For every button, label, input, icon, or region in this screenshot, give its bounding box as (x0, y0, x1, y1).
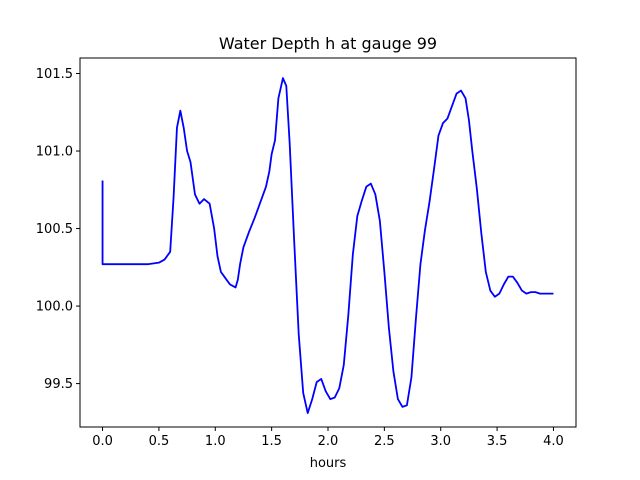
x-tick-label: 2.5 (374, 434, 395, 449)
x-tick-label: 0.0 (92, 434, 113, 449)
y-tick-label: 99.5 (44, 377, 73, 392)
x-tick-label: 3.0 (430, 434, 451, 449)
x-tick-label: 3.5 (487, 434, 508, 449)
chart-title: Water Depth h at gauge 99 (219, 34, 437, 53)
x-tick-label: 0.5 (149, 434, 170, 449)
plot-area (101, 77, 554, 414)
plot-frame (79, 57, 577, 428)
x-axis-label: hours (310, 456, 347, 471)
x-tick-label: 4.0 (543, 434, 564, 449)
y-tick-label: 101.0 (36, 145, 73, 160)
x-tick-label: 2.0 (318, 434, 339, 449)
series-line-0 (101, 77, 554, 414)
x-tick-label: 1.0 (205, 434, 226, 449)
x-tick-label: 1.5 (261, 434, 282, 449)
axes: 0.0 0.5 1.0 1.5 2.0 2.5 3.0 3.5 4.0 99.5 100.0 100.… (36, 67, 564, 449)
y-tick-label: 100.5 (36, 222, 73, 237)
y-tick-label: 101.5 (36, 67, 73, 82)
y-tick-label: 100.0 (36, 300, 73, 315)
